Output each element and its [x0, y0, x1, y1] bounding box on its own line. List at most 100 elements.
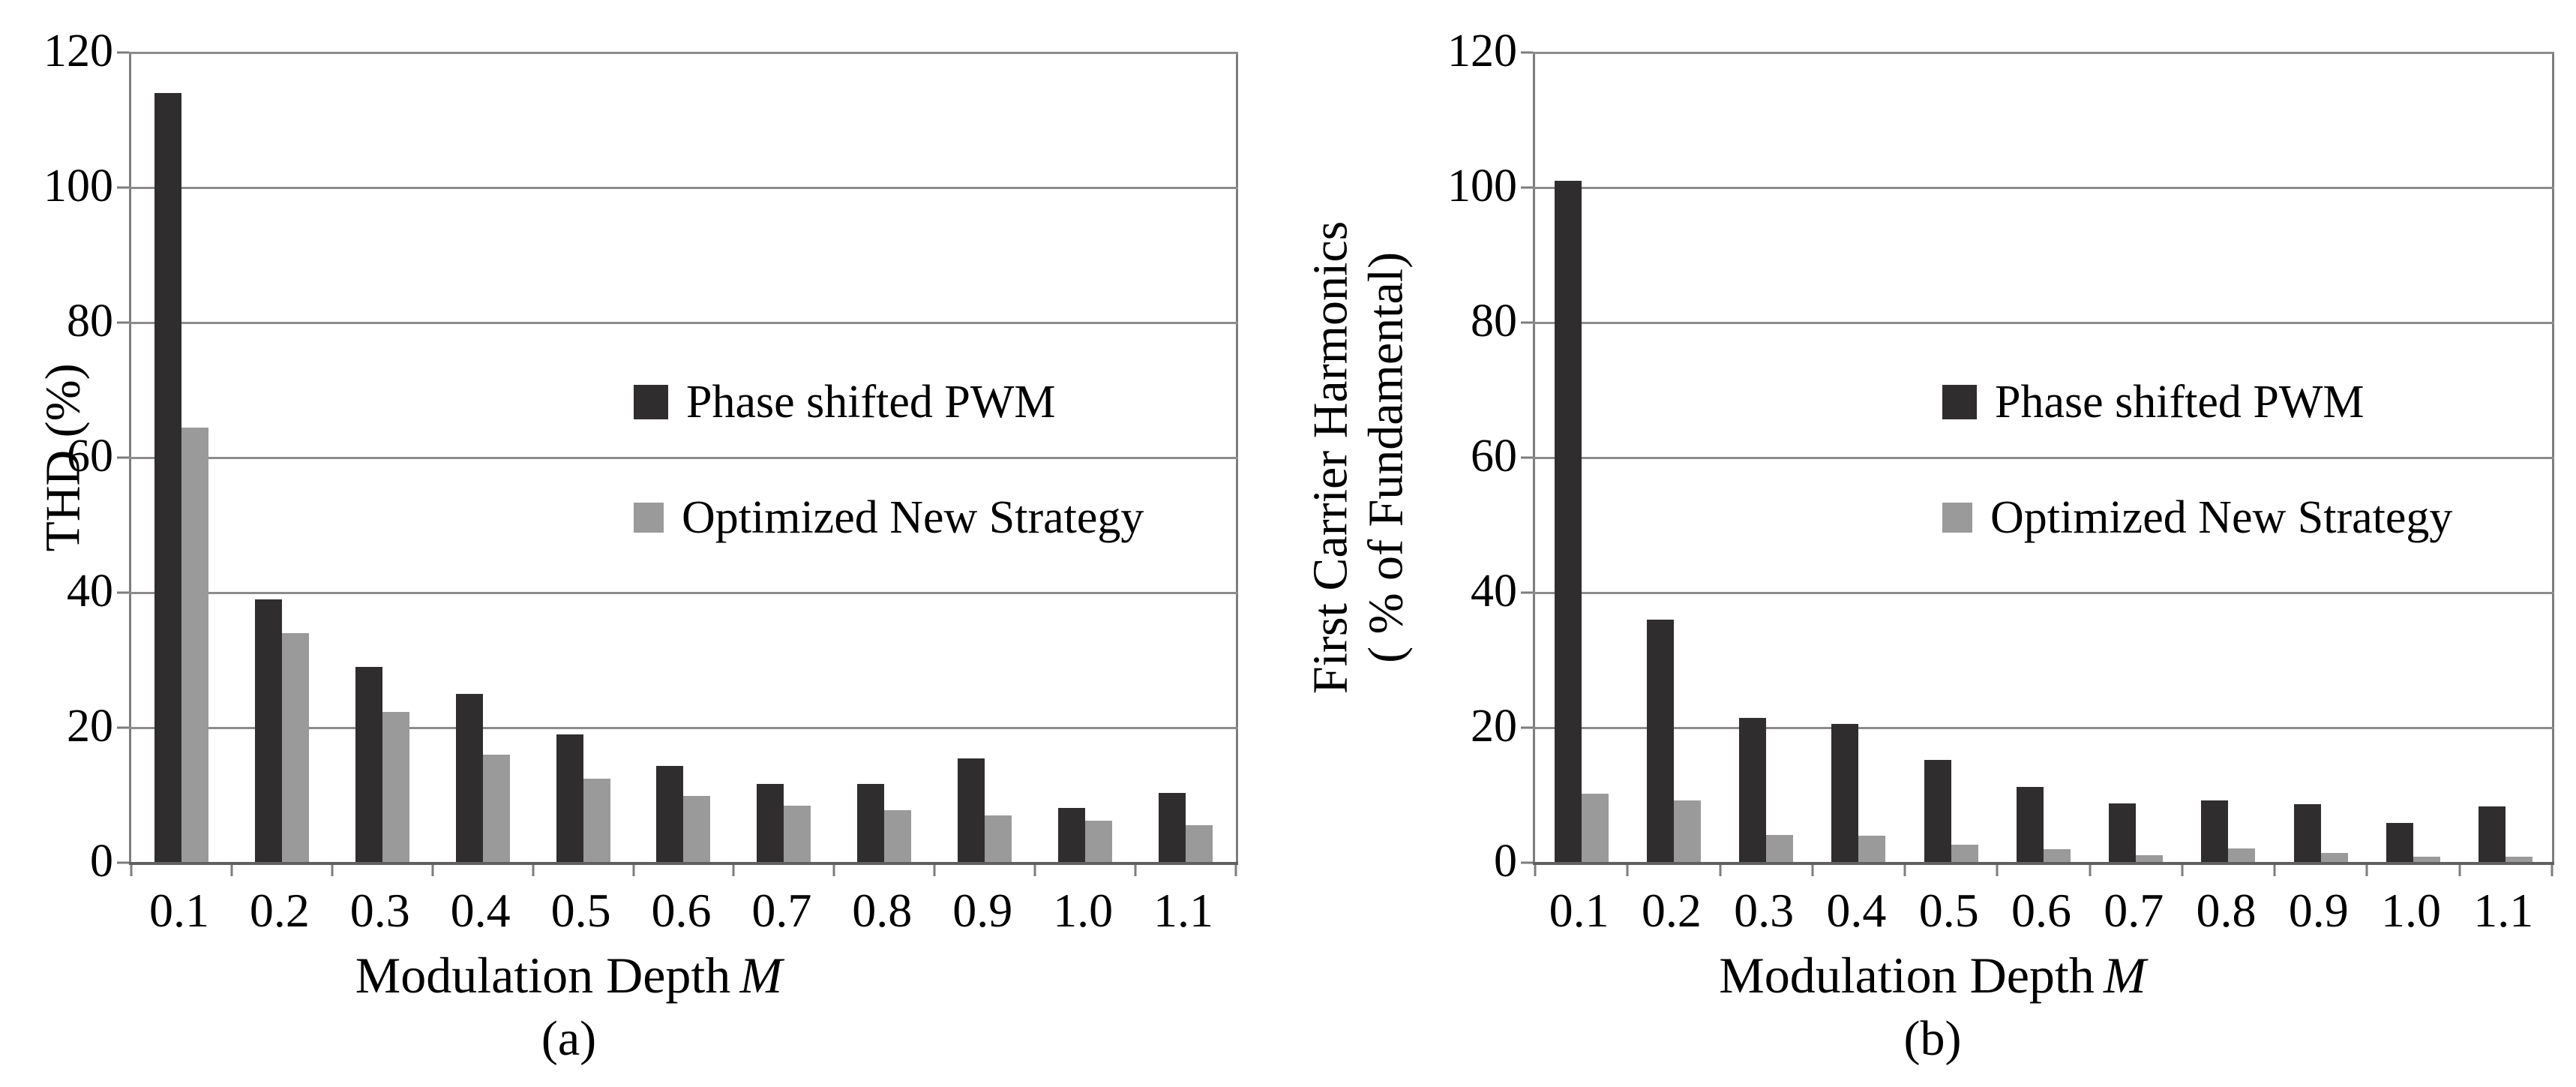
x-tick-label-0.4: 0.4 [450, 884, 511, 937]
bar-group-0.8 [2182, 53, 2275, 863]
bar-phase-shifted-pwm-0.2 [1646, 620, 1674, 863]
bar-phase-shifted-pwm-0.3 [355, 667, 382, 863]
bar-optimized-new-strategy-0.5 [583, 779, 610, 863]
bar-optimized-new-strategy-1.0 [2413, 856, 2441, 863]
x-tick-labels-a: 0.1 0.2 0.3 0.4 0.5 0.6 0.7 0.8 0.9 1.0 1.1 [129, 884, 1234, 938]
legend-a: Phase shifted PWM Optimized New Strategy [634, 379, 1144, 541]
legend-label: Phase shifted PWM [686, 377, 1056, 428]
x-tick-mark [1996, 863, 1999, 876]
bar-phase-shifted-pwm-0.1 [1554, 181, 1582, 863]
bar-optimized-new-strategy-0.1 [1581, 794, 1609, 863]
x-tick-label-1.0: 1.0 [1053, 884, 1114, 937]
bar-phase-shifted-pwm-0.9 [958, 758, 985, 863]
y-tick-label-120: 120 [1447, 26, 1517, 77]
x-tick-mark [1033, 863, 1036, 876]
y-tick-label-0: 0 [1494, 836, 1517, 887]
x-tick-mark [1811, 863, 1814, 876]
legend-swatch-icon [1942, 503, 1972, 533]
bar-group-0.7 [2090, 53, 2182, 863]
x-axis-title-text: Modulation Depth [1719, 947, 2095, 1004]
x-tick-label-0.5: 0.5 [1918, 884, 1979, 937]
bar-group-0.7 [733, 53, 834, 863]
bar-phase-shifted-pwm-1.1 [2479, 806, 2506, 863]
y-tick-label-100: 100 [1447, 161, 1517, 212]
x-tick-mark [2089, 863, 2092, 876]
y-tick-label-80: 80 [67, 296, 113, 347]
x-tick-mark [1534, 863, 1537, 876]
x-tick-label-1.1: 1.1 [1153, 884, 1214, 937]
bar-group-0.4 [433, 53, 533, 863]
legend-entry-optimized-new-strategy: Optimized New Strategy [634, 494, 1144, 541]
x-tick-label-0.7: 0.7 [751, 884, 812, 937]
figure-a: THD (%) 120 100 80 60 40 20 0 0.1 0.2 0.3 0.4 0.5 0… [0, 0, 1275, 1087]
y-tick-mark-120 [117, 51, 129, 54]
x-tick-mark [832, 863, 835, 876]
x-tick-label-0.2: 0.2 [1641, 884, 1702, 937]
x-tick-label-0.7: 0.7 [2104, 884, 2164, 937]
bar-optimized-new-strategy-0.1 [181, 427, 208, 863]
bar-group-1.0 [2367, 53, 2459, 863]
bar-group-0.5 [533, 53, 634, 863]
y-tick-label-80: 80 [1471, 296, 1517, 347]
x-tick-label-0.6: 0.6 [2011, 884, 2071, 937]
bar-phase-shifted-pwm-0.5 [556, 734, 583, 863]
bar-optimized-new-strategy-0.9 [2320, 852, 2348, 863]
subfigure-caption-b: (b) [1903, 1011, 1962, 1066]
bar-phase-shifted-pwm-0.7 [757, 783, 784, 863]
y-tick-label-20: 20 [67, 701, 113, 752]
bar-phase-shifted-pwm-0.6 [2016, 787, 2044, 863]
bar-phase-shifted-pwm-0.3 [1739, 718, 1767, 863]
gridline-100 [129, 186, 1238, 189]
x-tick-label-0.8: 0.8 [852, 884, 913, 937]
bar-phase-shifted-pwm-0.8 [2201, 800, 2229, 863]
x-tick-label-0.3: 0.3 [1734, 884, 1795, 937]
y-tick-label-20: 20 [1471, 701, 1517, 752]
legend-label: Phase shifted PWM [1995, 377, 2365, 428]
bar-group-0.9 [2275, 53, 2367, 863]
bar-optimized-new-strategy-1.1 [2506, 856, 2533, 863]
bar-group-0.2 [232, 53, 332, 863]
y-tick-mark-20 [1521, 726, 1533, 729]
y-axis-title-line2: ( % of Fundamental) [1358, 251, 1414, 664]
x-tick-label-0.9: 0.9 [952, 884, 1013, 937]
bar-group-1.1 [1135, 53, 1236, 863]
bar-group-0.8 [834, 53, 934, 863]
bar-phase-shifted-pwm-0.5 [1924, 760, 1951, 863]
bar-phase-shifted-pwm-1.0 [2386, 822, 2414, 863]
legend-entry-optimized-new-strategy: Optimized New Strategy [1942, 494, 2452, 541]
x-tick-label-1.1: 1.1 [2473, 884, 2534, 937]
y-tick-label-60: 60 [67, 431, 113, 482]
x-axis-title-b: Modulation Depth M [1424, 947, 2441, 1004]
x-tick-mark [532, 863, 535, 876]
x-tick-mark [1626, 863, 1629, 876]
bar-group-0.3 [1720, 53, 1813, 863]
x-tick-label-0.4: 0.4 [1826, 884, 1887, 937]
y-tick-mark-40 [117, 591, 129, 594]
bar-optimized-new-strategy-0.6 [2043, 849, 2071, 863]
gridline-80 [129, 321, 1238, 324]
bar-optimized-new-strategy-0.8 [2228, 848, 2256, 863]
y-tick-mark-80 [117, 321, 129, 324]
x-tick-label-0.8: 0.8 [2196, 884, 2257, 937]
y-tick-label-40: 40 [1471, 566, 1517, 617]
y-tick-mark-80 [1521, 321, 1533, 324]
x-tick-mark [431, 863, 434, 876]
gridline-40 [129, 591, 1238, 594]
bar-phase-shifted-pwm-0.1 [154, 93, 181, 863]
bar-optimized-new-strategy-0.6 [683, 795, 711, 863]
x-tick-label-1.0: 1.0 [2381, 884, 2442, 937]
gridline-80 [1533, 321, 2554, 324]
x-tick-mark [2365, 863, 2368, 876]
y-tick-mark-120 [1521, 51, 1533, 54]
bars-container-b [1535, 53, 2552, 863]
bar-phase-shifted-pwm-1.1 [1159, 793, 1186, 863]
bars-container-a [131, 53, 1236, 863]
y-tick-mark-40 [1521, 591, 1533, 594]
bar-group-0.4 [1813, 53, 1905, 863]
y-axis-title: First Carrier Harmonics ( % of Fundament… [1279, 53, 1437, 863]
gridline-40 [1533, 591, 2554, 594]
gridline-60 [1533, 457, 2554, 459]
plot-area-b: 120 100 80 60 40 20 0 [1447, 26, 2554, 887]
y-axis-title-line1: First Carrier Harmonics [1303, 221, 1358, 695]
y-tick-mark-60 [1521, 456, 1533, 459]
